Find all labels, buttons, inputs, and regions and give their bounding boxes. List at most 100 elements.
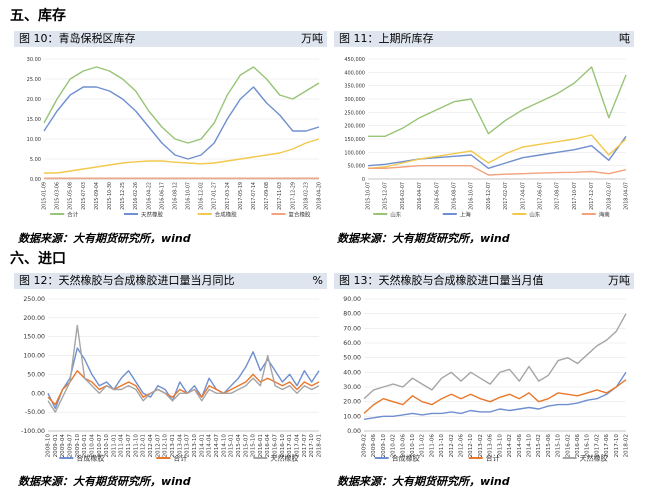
x-tick-label: 2017-03-24 <box>225 182 231 210</box>
chart-title: 图 12：天然橡胶与合成橡胶进口量当月同比 <box>19 274 235 287</box>
x-tick-label: 2011-01 <box>111 434 117 458</box>
chart-header: 图 12：天然橡胶与合成橡胶进口量当月同比 % <box>14 273 327 289</box>
series-line-2 <box>367 134 627 169</box>
x-tick-label: 2016-08-12 <box>172 182 178 210</box>
x-tick-label: 2015-05-08 <box>68 182 74 210</box>
x-tick-label: 2018-04-07 <box>624 182 630 210</box>
x-tick-label: 2017-04-07 <box>520 182 526 210</box>
x-tick-label: 2018-02-23 <box>303 182 309 210</box>
x-tick-label: 2015-07-03 <box>81 182 87 210</box>
legend-label: 海南 <box>599 211 611 219</box>
x-tick-label: 2017-05-19 <box>238 182 244 210</box>
y-tick-label: 80.00 <box>343 311 361 318</box>
x-tick-label: 2016-10 <box>280 434 286 458</box>
y-tick-label: 50.00 <box>343 355 361 362</box>
chart-qingdao-inventory: 0.00 5.00 10.00 15.00 20.00 25.00 30.00 2015-01… <box>27 57 323 219</box>
y-tick-label: 300,000 <box>344 97 365 103</box>
y-tick-label: 30.00 <box>27 57 41 63</box>
x-tick-label: 2013-10 <box>497 434 503 458</box>
x-tick-label: 2009-10 <box>75 434 81 458</box>
y-tick-label: 15.00 <box>27 117 41 123</box>
legend-label: 合计 <box>486 454 500 463</box>
x-tick-label: 2015-04 <box>236 434 242 458</box>
x-tick-label: 2015-07 <box>243 434 249 458</box>
x-tick-label: 2014-04 <box>207 434 213 458</box>
y-tick-label: 150,000 <box>344 137 365 143</box>
x-tick-label: 2011-10 <box>439 434 445 458</box>
x-tick-label: 2017-09-08 <box>264 182 270 210</box>
x-tick-label: 2012-06 <box>459 434 465 458</box>
x-tick-label: 2016-06-17 <box>159 182 165 210</box>
y-tick-label: 0 <box>362 177 365 183</box>
y-tick-label: 20.00 <box>343 399 361 406</box>
chart-unit: % <box>312 274 323 287</box>
x-tick-label: 2013-07 <box>185 434 191 458</box>
chart-panel-import-yoy: 图 12：天然橡胶与合成橡胶进口量当月同比 % -100.00 -50.00 0.0… <box>14 273 327 468</box>
legend-label: 合计 <box>173 454 187 463</box>
x-tick-label: 2015-12-25 <box>120 182 126 210</box>
y-tick-label: 250,000 <box>344 110 365 116</box>
y-tick-label: 20.00 <box>27 97 41 103</box>
series-line-0 <box>368 66 627 138</box>
chart-import-monthly: 0.00 10.00 20.00 30.00 40.00 50.00 60.00 70.00 8… <box>343 296 629 463</box>
y-tick-label: 5.00 <box>30 157 41 163</box>
x-tick-label: 2014-10 <box>221 434 227 458</box>
x-tick-label: 2009-06 <box>371 434 377 458</box>
series-line-2 <box>47 324 320 413</box>
series-line-2 <box>44 138 320 174</box>
y-tick-label: 200,000 <box>344 124 365 130</box>
x-tick-label: 2015-10 <box>251 434 257 458</box>
x-tick-label: 2010-02 <box>391 434 397 457</box>
chart-shfe-inventory: 0 50,000 100,000 150,000 200,000 250,000 300,0… <box>344 57 630 219</box>
x-tick-label: 2010-01 <box>82 434 88 458</box>
y-tick-label: 60.00 <box>343 340 361 347</box>
chart-unit: 万吨 <box>608 274 630 287</box>
x-tick-label: 2017-07 <box>302 434 308 458</box>
chart-unit: 吨 <box>619 32 630 45</box>
x-tick-label: 2009-01 <box>53 434 59 458</box>
x-tick-label: 2016-04 <box>265 434 271 458</box>
y-tick-label: 400,000 <box>344 70 365 76</box>
x-tick-label: 2017-02 <box>594 434 600 457</box>
y-tick-label: 10.00 <box>343 413 361 420</box>
x-tick-label: 2017-06-07 <box>538 182 544 210</box>
x-tick-label: 2013-02 <box>478 434 484 457</box>
x-tick-label: 2012-10 <box>468 434 474 458</box>
legend-label: 天然橡胶 <box>580 454 608 463</box>
x-tick-label: 2014-01 <box>199 434 205 458</box>
x-tick-label: 2015-10 <box>556 434 562 458</box>
y-tick-label: 200.00 <box>23 315 45 322</box>
x-tick-label: 2016-12-02 <box>199 182 205 210</box>
x-tick-label: 2018-01 <box>317 434 323 458</box>
legend-label: 山东 <box>529 211 541 219</box>
x-tick-label: 2017-12-29 <box>290 182 296 210</box>
y-tick-label: 10.00 <box>27 137 41 143</box>
x-tick-label: 2016-10-07 <box>469 182 475 210</box>
series-line-0 <box>363 371 627 420</box>
x-tick-label: 2017-04 <box>295 434 301 458</box>
legend-label: 山东 <box>390 211 402 219</box>
y-tick-label: 100,000 <box>344 150 365 156</box>
x-tick-label: 2017-10 <box>309 434 315 458</box>
x-tick-label: 2016-07 <box>273 434 279 458</box>
x-tick-label: 2008-10 <box>46 434 52 458</box>
y-tick-label: 70.00 <box>343 325 361 332</box>
series-line-3 <box>368 164 627 176</box>
chart-panel-qingdao-inventory: 图 10：青岛保税区库存 万吨 0.00 5.00 10.00 15.00 20.00 2… <box>14 31 327 226</box>
x-tick-label: 2013-04 <box>177 434 183 458</box>
y-tick-label: 50,000 <box>348 164 366 170</box>
chart-title: 图 11：上期所库存 <box>339 32 434 45</box>
chart-panel-shfe-inventory: 图 11：上期所库存 吨 0 50,000 100,000 150,000 200,00… <box>334 31 634 226</box>
x-tick-label: 2014-06 <box>517 434 523 458</box>
x-tick-label: 2009-10 <box>381 434 387 458</box>
y-tick-label: 30.00 <box>343 384 361 391</box>
legend-label: 合成橡胶 <box>215 211 238 219</box>
legend-label: 上海 <box>460 211 472 219</box>
x-tick-label: 2012-07 <box>155 434 161 458</box>
section-title-inventory: 五、库存 <box>10 8 66 24</box>
y-tick-label: 0.00 <box>31 390 45 397</box>
x-tick-label: 2016-10 <box>585 434 591 458</box>
x-tick-label: 2017-12-07 <box>589 182 595 210</box>
y-tick-label: 40.00 <box>343 369 361 376</box>
source-note: 数据来源：大有期货研究所，wind <box>337 475 510 488</box>
